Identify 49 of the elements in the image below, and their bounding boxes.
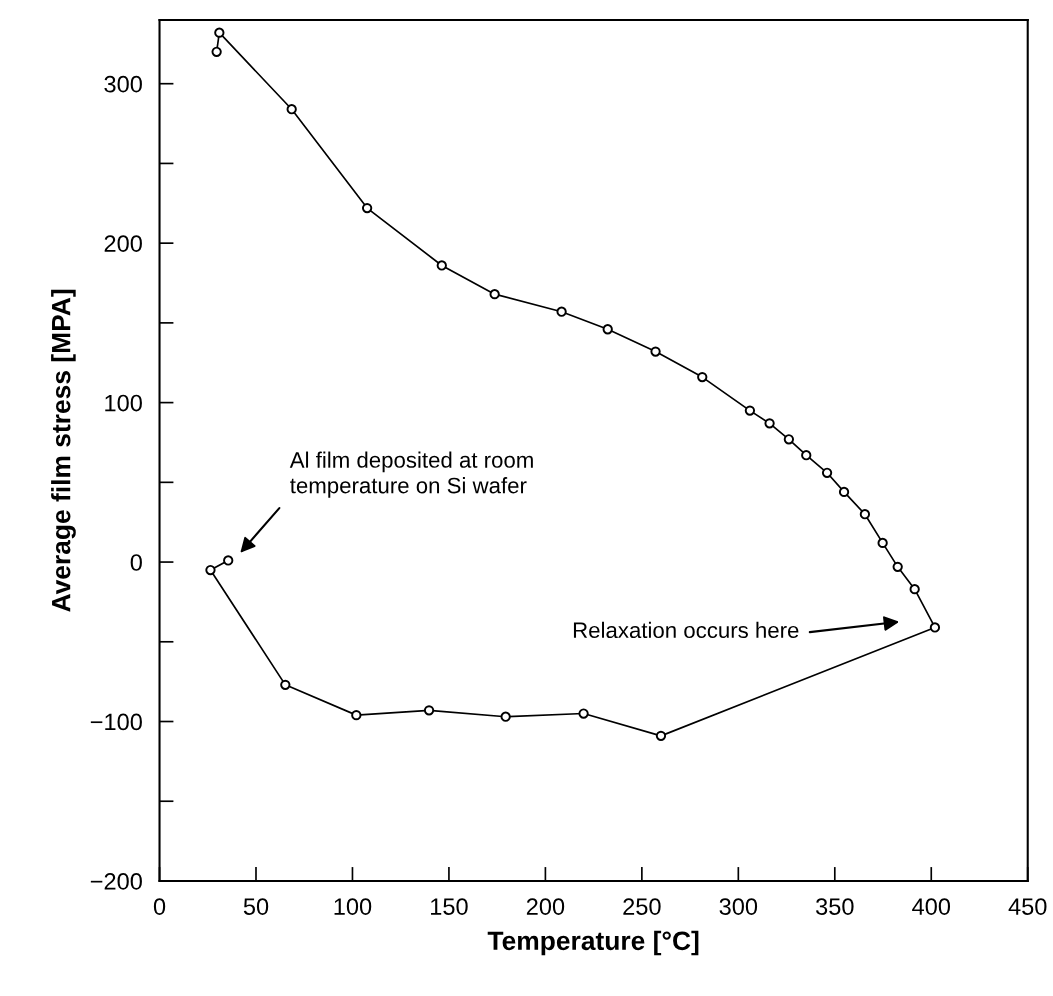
point xyxy=(801,450,812,461)
point xyxy=(838,486,850,498)
y-tick-label: −100 xyxy=(90,713,142,731)
y-tick-label: 100 xyxy=(105,394,142,412)
point xyxy=(929,622,941,633)
x-tick-label: 0 xyxy=(153,898,166,915)
point xyxy=(423,705,435,716)
annotation: Al film deposited at room temperature on Si wafer xyxy=(289,451,533,498)
point xyxy=(821,467,833,478)
point xyxy=(697,371,708,383)
point xyxy=(744,405,756,416)
point xyxy=(489,289,500,300)
point xyxy=(578,708,589,719)
point xyxy=(351,710,362,721)
x-tick-label: 250 xyxy=(623,898,661,915)
annotation: Relaxation occurs here xyxy=(573,621,799,639)
x-tick-label: 450 xyxy=(1008,898,1047,915)
point xyxy=(500,711,511,722)
point xyxy=(280,679,291,690)
point xyxy=(859,509,871,520)
point xyxy=(909,584,920,595)
point xyxy=(211,46,222,57)
point xyxy=(214,27,225,38)
y-tick-label: 200 xyxy=(104,235,142,252)
point xyxy=(650,346,661,357)
point xyxy=(783,434,795,445)
x-tick-label: 50 xyxy=(243,898,269,915)
y-tick-label: 0 xyxy=(130,554,142,571)
point xyxy=(764,418,775,429)
x-tick-label: 350 xyxy=(816,898,854,915)
x-tick-label: 100 xyxy=(334,898,372,915)
point xyxy=(655,730,667,741)
x-tick-label: 300 xyxy=(719,898,758,915)
y-tick-label: 300 xyxy=(104,75,142,93)
point xyxy=(361,202,373,214)
point xyxy=(556,306,567,317)
point xyxy=(436,260,447,271)
x-axis-title: Temperature [°C] xyxy=(487,930,699,956)
point xyxy=(205,564,216,576)
x-tick-label: 150 xyxy=(431,898,468,915)
point xyxy=(877,537,888,549)
point xyxy=(602,324,613,335)
point xyxy=(892,561,903,572)
point xyxy=(286,104,297,115)
y-tick-label: −200 xyxy=(90,873,142,890)
x-tick-label: 200 xyxy=(526,898,565,915)
point xyxy=(223,555,234,566)
y-axis-title: Average film stress [MPA] xyxy=(51,289,76,612)
x-tick-label: 400 xyxy=(912,898,951,915)
